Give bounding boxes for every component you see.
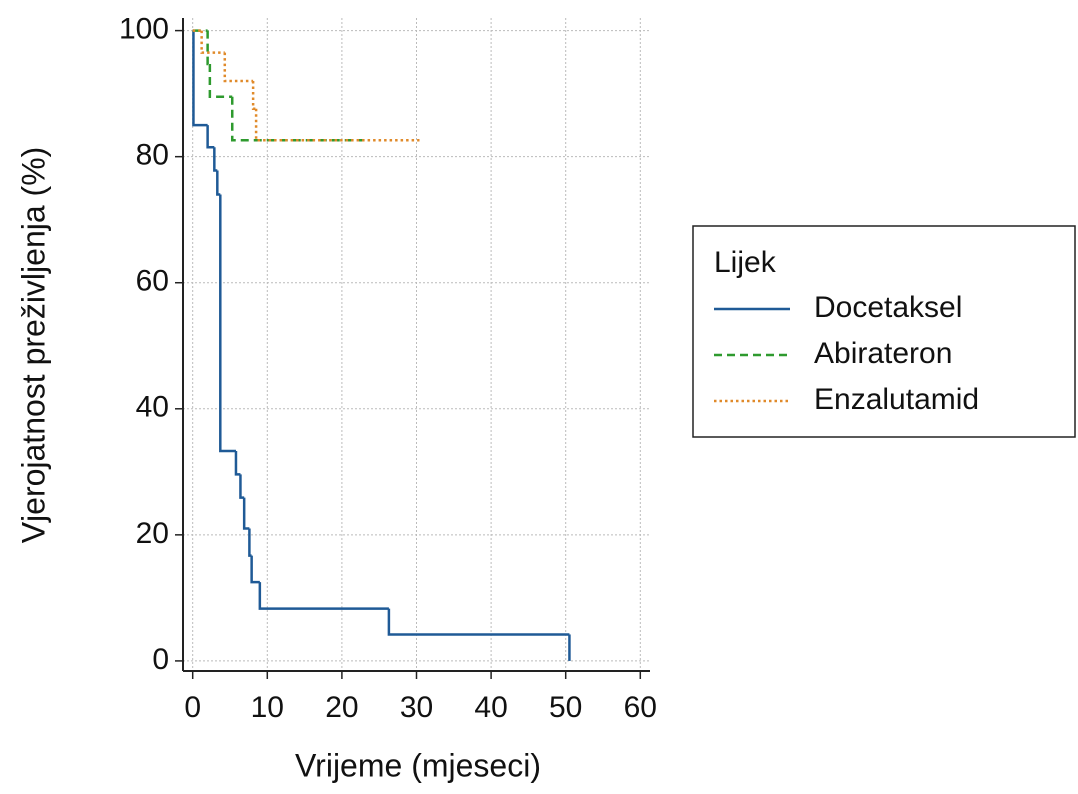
x-tick-label: 0 [184,691,201,724]
survival-step [387,608,570,636]
survival-step [208,64,233,99]
y-axis-title: Vjerojatnost preživljenja (%) [15,147,51,544]
legend-label: Abirateron [814,337,952,370]
survival-step [242,497,250,530]
survival-step [213,147,218,172]
survival-step [206,30,210,66]
x-tick-label: 60 [624,691,657,724]
y-tick-label: 40 [136,391,169,424]
legend-box [692,225,1076,438]
survival-step [250,555,260,584]
survival-step [258,582,389,610]
legend-title: Lijek [714,246,777,279]
survival-step [200,30,225,54]
survival-step [251,81,257,111]
x-axis-title: Vrijeme (mjeseci) [295,747,541,783]
x-tick-label: 40 [474,691,507,724]
legend-label: Enzalutamid [814,383,979,416]
y-tick-label: 0 [152,643,169,676]
survival-step [219,194,236,453]
y-tick-label: 20 [136,517,169,550]
survival-step [192,30,208,127]
survival-step [239,474,245,499]
survival-step [230,96,363,142]
survival-step [254,108,420,142]
y-tick-label: 60 [136,265,169,298]
x-tick-label: 20 [325,691,358,724]
y-tick-label: 100 [119,13,169,46]
survival-step [223,52,254,83]
x-tick-label: 30 [400,691,433,724]
y-tick-label: 80 [136,139,169,172]
survival-step [216,170,221,196]
survival-step [248,528,252,557]
x-tick-label: 10 [251,691,284,724]
survival-step [206,125,215,149]
legend-label: Docetaksel [814,291,962,324]
x-tick-label: 50 [549,691,582,724]
survival-step [234,451,241,476]
